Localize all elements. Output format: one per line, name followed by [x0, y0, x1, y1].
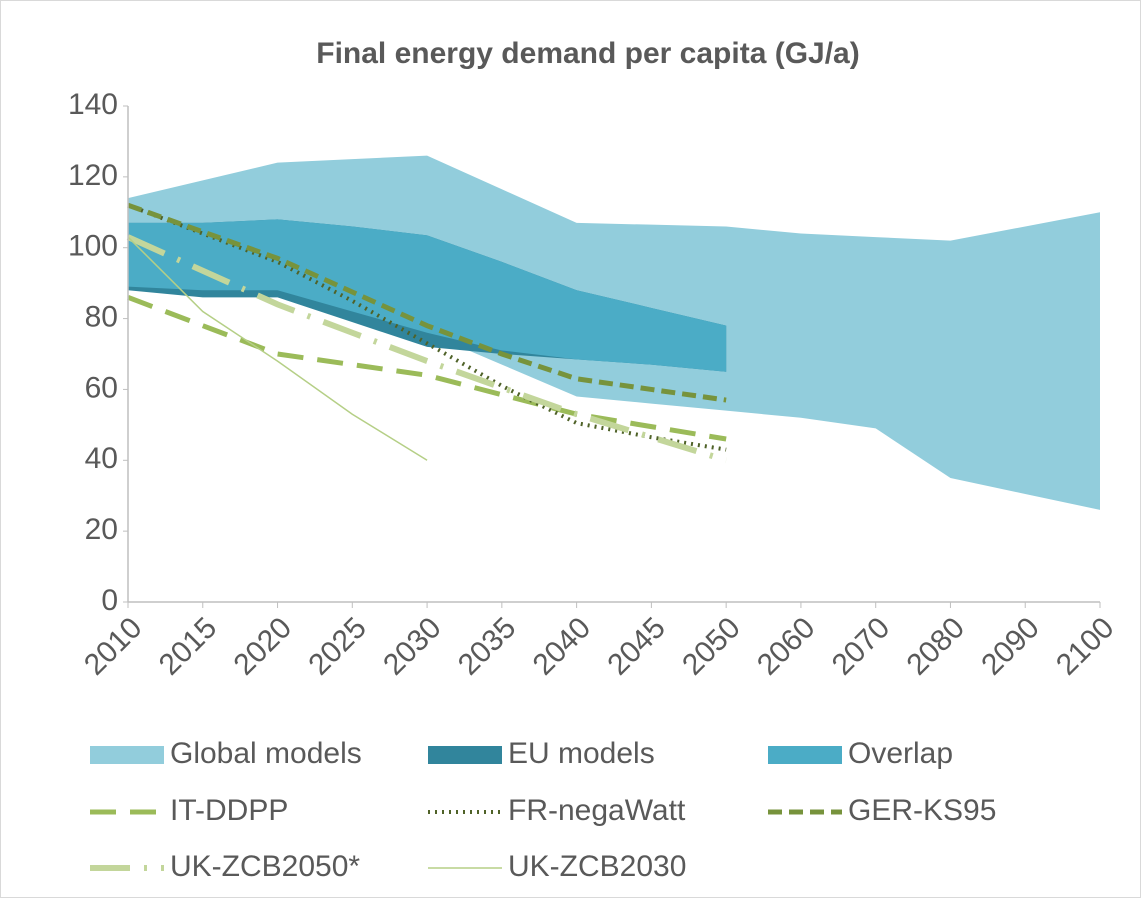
- y-tick-label: 40: [85, 442, 118, 475]
- legend-label: Global models: [170, 737, 362, 770]
- y-tick-label: 120: [68, 159, 118, 192]
- legend-swatch: [768, 746, 842, 764]
- series-line: [126, 234, 728, 464]
- series-line: [127, 202, 727, 403]
- y-tick-label: 80: [85, 300, 118, 333]
- legend-label: EU models: [508, 737, 655, 770]
- legend-label: FR-negaWatt: [508, 794, 686, 827]
- y-tick-label: 20: [85, 513, 118, 546]
- y-tick-label: 100: [68, 230, 118, 263]
- legend-swatch: [90, 746, 164, 764]
- y-tick-label: 140: [68, 88, 118, 121]
- y-tick-label: 0: [101, 584, 118, 617]
- series-line: [127, 236, 428, 461]
- y-tick-label: 60: [85, 371, 118, 404]
- legend-label: GER-KS95: [848, 794, 996, 827]
- chart-title: Final energy demand per capita (GJ/a): [316, 37, 860, 70]
- legend-swatch: [428, 746, 502, 764]
- legend-label: Overlap: [848, 737, 953, 770]
- legend-label: UK-ZCB2050*: [170, 850, 360, 883]
- plot-area: [126, 155, 1100, 510]
- legend-label: UK-ZCB2030: [508, 850, 686, 883]
- legend-label: IT-DDPP: [170, 794, 288, 827]
